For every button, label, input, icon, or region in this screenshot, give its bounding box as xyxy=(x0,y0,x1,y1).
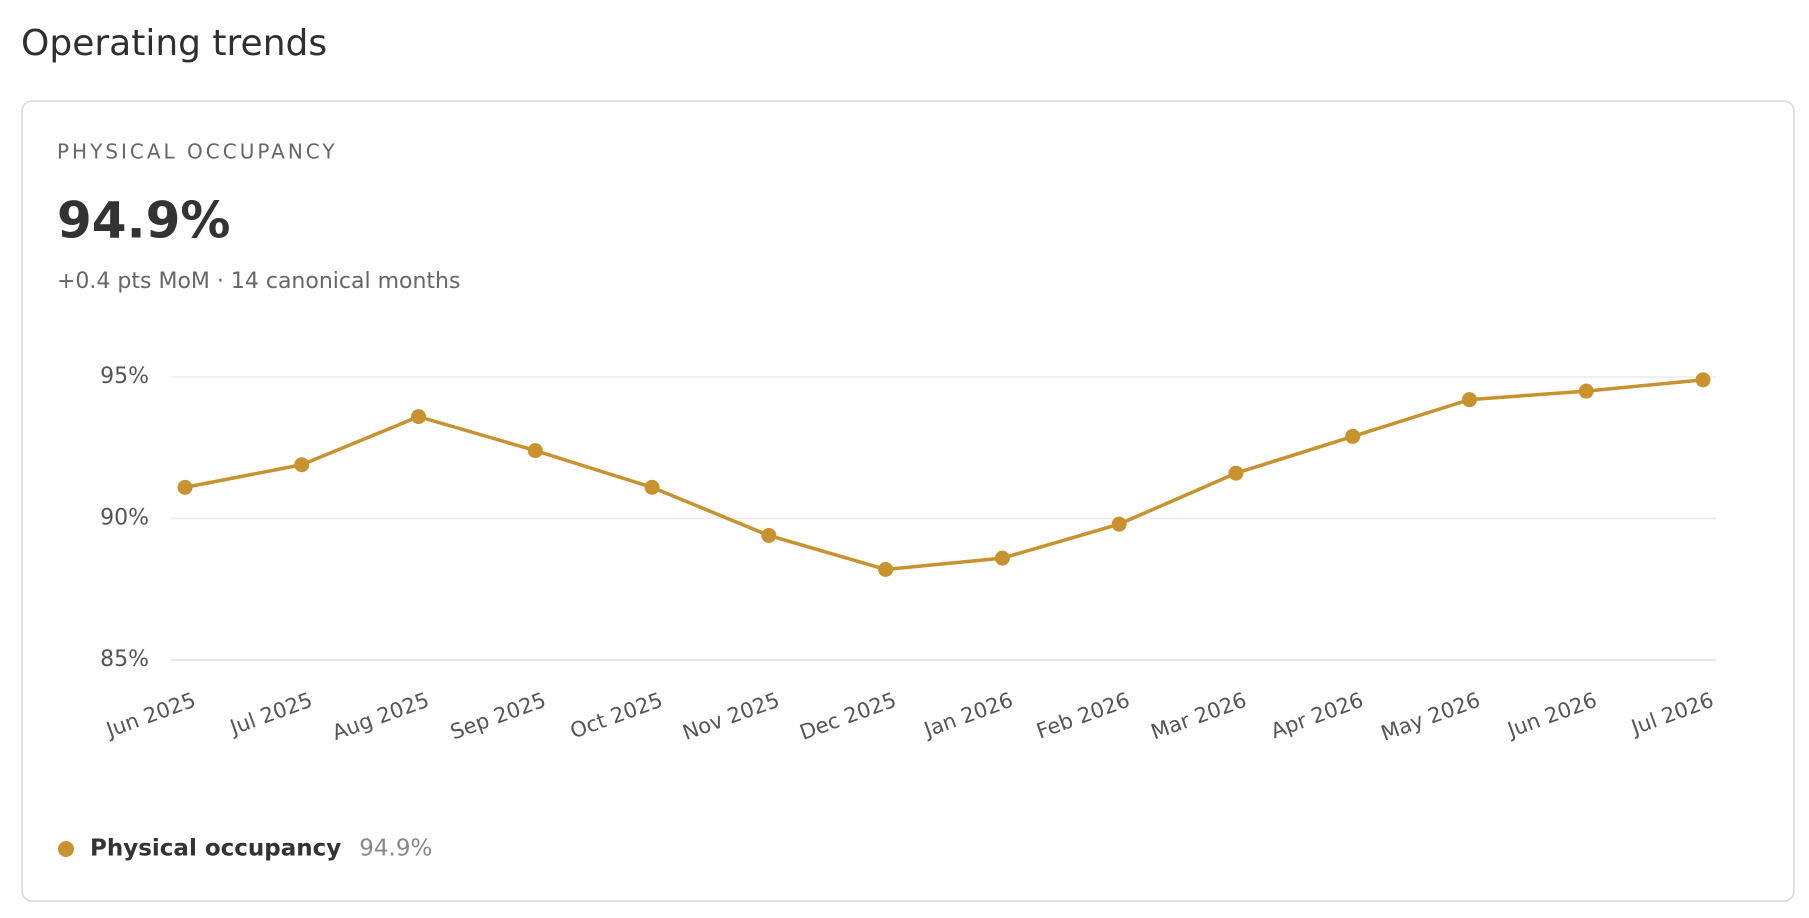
data-point xyxy=(878,561,894,577)
data-point xyxy=(294,457,310,473)
card xyxy=(21,100,1795,902)
data-point xyxy=(1461,392,1477,408)
data-point xyxy=(1345,428,1361,444)
data-point xyxy=(1228,465,1244,481)
y-tick-label: 95% xyxy=(100,364,149,389)
data-point xyxy=(1111,516,1127,532)
data-point xyxy=(527,443,543,459)
data-point xyxy=(644,479,660,495)
data-point xyxy=(177,479,193,495)
series-line xyxy=(184,378,1704,572)
subtitle: +0.4 pts MoM · 14 canonical months xyxy=(57,269,460,294)
card-label: PHYSICAL OCCUPANCY xyxy=(57,140,338,164)
data-point xyxy=(761,527,777,543)
headline-value: 94.9% xyxy=(57,192,230,250)
y-tick-label: 90% xyxy=(100,506,149,531)
legend-value: 94.9% xyxy=(359,836,432,862)
data-point xyxy=(1578,383,1594,399)
legend-label: Physical occupancy xyxy=(90,836,341,862)
page-title: Operating trends xyxy=(21,23,327,64)
legend-dot xyxy=(58,841,74,857)
data-point xyxy=(994,550,1010,566)
y-tick-label: 85% xyxy=(100,647,149,672)
data-point xyxy=(1695,372,1711,388)
data-point xyxy=(411,409,427,425)
